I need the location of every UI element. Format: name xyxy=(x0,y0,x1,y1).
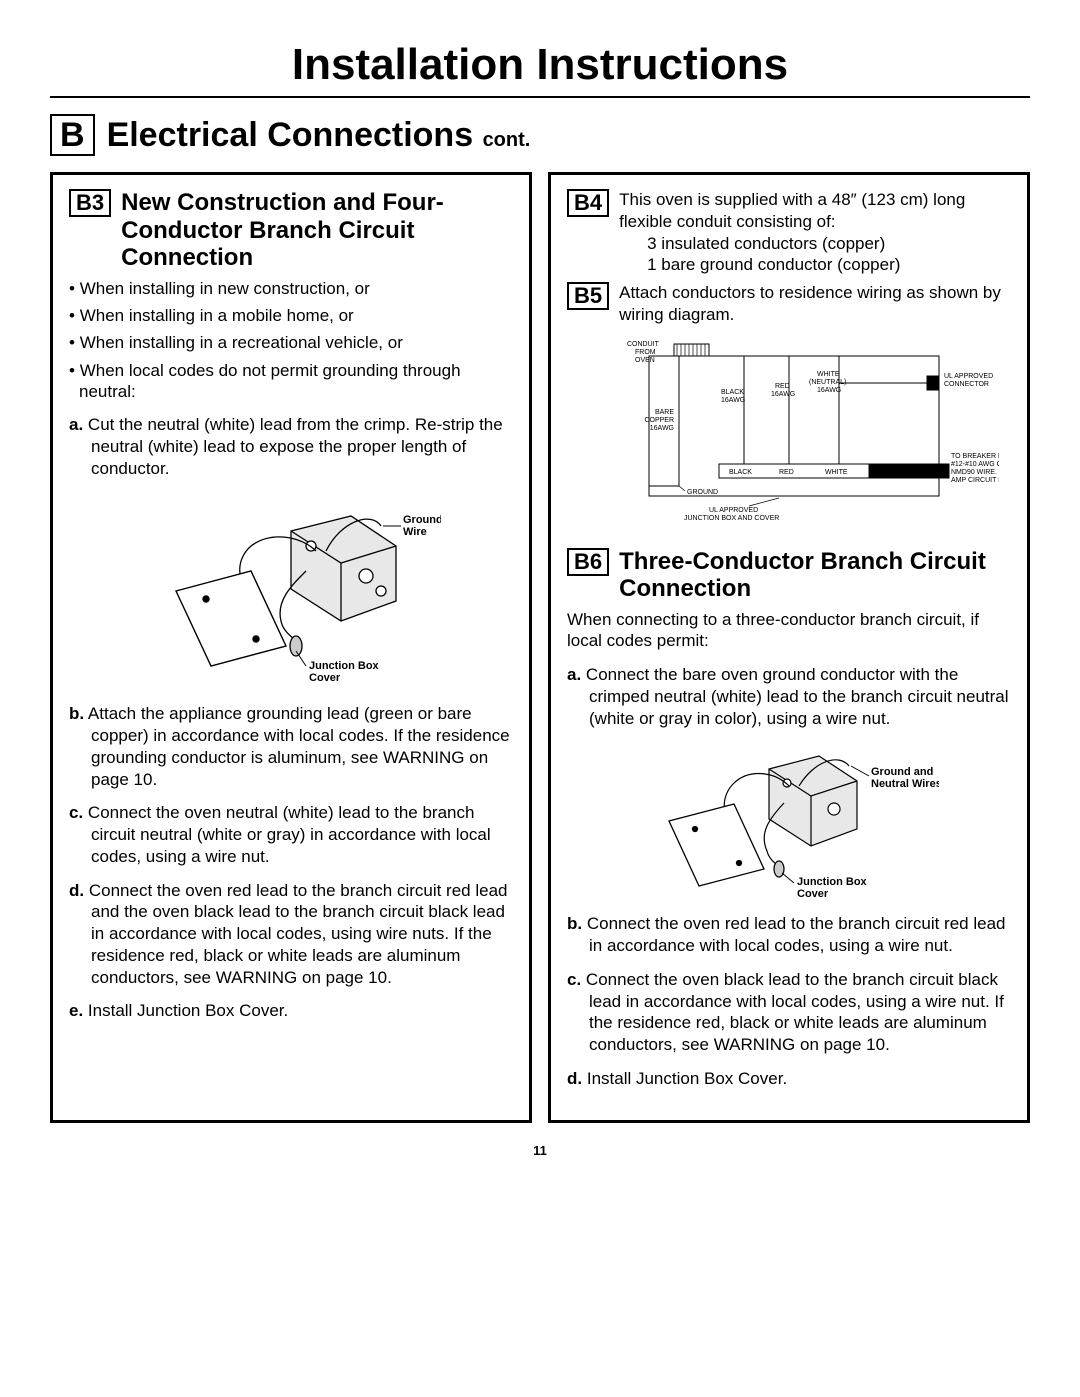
b5-text: Attach conductors to residence wiring as… xyxy=(619,282,1011,326)
b3-steps: a. Cut the neutral (white) lead from the… xyxy=(69,414,513,479)
step-text: Connect the bare oven ground conductor w… xyxy=(586,665,1009,728)
b6-header: B6 Three-Conductor Branch Circuit Connec… xyxy=(567,548,1011,603)
svg-text:RED: RED xyxy=(779,469,794,476)
svg-text:UL APPROVEDJUNCTION BOX AND CO: UL APPROVEDJUNCTION BOX AND COVER xyxy=(684,507,779,522)
svg-text:UL APPROVEDCONNECTOR: UL APPROVEDCONNECTOR xyxy=(944,373,993,388)
panel-b3: B3 New Construction and Four-Conductor B… xyxy=(50,172,532,1123)
b4-sub2: 1 bare ground conductor (copper) xyxy=(647,254,1011,276)
b5-wiring-diagram: CONDUITFROMOVEN BARECOPPER16AWG BLACK16A… xyxy=(567,336,1011,526)
section-title: Electrical Connections cont. xyxy=(107,116,531,155)
svg-text:Junction BoxCover: Junction BoxCover xyxy=(797,876,868,900)
step-text: Cut the neutral (white) lead from the cr… xyxy=(88,415,503,478)
step-text: Connect the oven neutral (white) lead to… xyxy=(88,803,491,866)
svg-text:RED16AWG: RED16AWG xyxy=(771,383,795,398)
b5-label-box: B5 xyxy=(567,282,609,310)
title-rule xyxy=(50,96,1030,98)
svg-text:GROUND: GROUND xyxy=(687,489,718,496)
b4-label-box: B4 xyxy=(567,189,609,217)
step-label: c. xyxy=(567,970,581,989)
section-header: B Electrical Connections cont. xyxy=(50,114,1030,156)
b3-junction-box-figure: GroundWire Junction BoxCover xyxy=(69,491,513,691)
svg-text:BLACK: BLACK xyxy=(729,469,752,476)
svg-text:WHITE: WHITE xyxy=(825,469,848,476)
b3-step: c. Connect the oven neutral (white) lead… xyxy=(69,802,513,867)
step-text: Install Junction Box Cover. xyxy=(587,1069,787,1088)
b6-title: Three-Conductor Branch Circuit Connectio… xyxy=(619,548,1011,603)
svg-text:Junction BoxCover: Junction BoxCover xyxy=(309,660,380,684)
svg-text:WHITE(NEUTRAL)16AWG: WHITE(NEUTRAL)16AWG xyxy=(809,371,846,394)
b3-step: d. Connect the oven red lead to the bran… xyxy=(69,880,513,989)
step-label: c. xyxy=(69,803,83,822)
section-label-box: B xyxy=(50,114,95,156)
page-number: 11 xyxy=(50,1143,1030,1158)
step-label: d. xyxy=(69,881,84,900)
b6-step: c. Connect the oven black lead to the br… xyxy=(567,969,1011,1056)
b6-steps-a: a. Connect the bare oven ground conducto… xyxy=(567,664,1011,729)
step-text: Connect the oven black lead to the branc… xyxy=(586,970,1004,1054)
svg-text:TO BREAKER PANEL#12-#10 AWG CO: TO BREAKER PANEL#12-#10 AWG COPPERNMD90 … xyxy=(951,453,999,484)
step-label: e. xyxy=(69,1001,83,1020)
b6-label-box: B6 xyxy=(567,548,609,576)
step-label: a. xyxy=(567,665,581,684)
b6-step: a. Connect the bare oven ground conducto… xyxy=(567,664,1011,729)
section-title-text: Electrical Connections xyxy=(107,116,474,154)
b3-bullets: When installing in new construction, or … xyxy=(69,278,513,402)
b3-bullet: When local codes do not permit grounding… xyxy=(69,360,513,403)
b3-step: b. Attach the appliance grounding lead (… xyxy=(69,703,513,790)
b3-step: a. Cut the neutral (white) lead from the… xyxy=(69,414,513,479)
b4-lead: This oven is supplied with a 48″ (123 cm… xyxy=(619,189,1011,233)
b3-label-box: B3 xyxy=(69,189,111,217)
step-label: d. xyxy=(567,1069,582,1088)
b4-sub1: 3 insulated conductors (copper) xyxy=(647,233,1011,255)
b6-step: d. Install Junction Box Cover. xyxy=(567,1068,1011,1090)
svg-text:GroundWire: GroundWire xyxy=(403,514,441,538)
section-cont: cont. xyxy=(483,129,531,151)
b6-step: b. Connect the oven red lead to the bran… xyxy=(567,913,1011,957)
b5-block: B5 Attach conductors to residence wiring… xyxy=(567,282,1011,326)
b4-block: B4 This oven is supplied with a 48″ (123… xyxy=(567,189,1011,276)
panel-right: B4 This oven is supplied with a 48″ (123… xyxy=(548,172,1030,1123)
step-text: Install Junction Box Cover. xyxy=(88,1001,288,1020)
b3-step: e. Install Junction Box Cover. xyxy=(69,1000,513,1022)
svg-text:Ground andNeutral Wires: Ground andNeutral Wires xyxy=(871,766,939,790)
b4-body: This oven is supplied with a 48″ (123 cm… xyxy=(619,189,1011,276)
b3-bullet: When installing in a recreational vehicl… xyxy=(69,332,513,353)
b3-header: B3 New Construction and Four-Conductor B… xyxy=(69,189,513,272)
svg-text:CONDUITFROMOVEN: CONDUITFROMOVEN xyxy=(627,341,660,364)
b3-steps-rest: b. Attach the appliance grounding lead (… xyxy=(69,703,513,1022)
step-text: Attach the appliance grounding lead (gre… xyxy=(88,704,510,788)
b6-steps-rest: b. Connect the oven red lead to the bran… xyxy=(567,913,1011,1089)
step-label: b. xyxy=(567,914,582,933)
b6-junction-box-figure: Ground andNeutral Wires Junction BoxCove… xyxy=(567,741,1011,901)
b3-bullet: When installing in a mobile home, or xyxy=(69,305,513,326)
b3-title: New Construction and Four-Conductor Bran… xyxy=(121,189,513,272)
step-text: Connect the oven red lead to the branch … xyxy=(89,881,508,987)
b6-lead: When connecting to a three-conductor bra… xyxy=(567,609,1011,653)
page-title: Installation Instructions xyxy=(50,40,1030,90)
svg-text:BLACK16AWG: BLACK16AWG xyxy=(721,389,745,404)
step-text: Connect the oven red lead to the branch … xyxy=(587,914,1006,955)
step-label: a. xyxy=(69,415,83,434)
columns: B3 New Construction and Four-Conductor B… xyxy=(50,172,1030,1123)
step-label: b. xyxy=(69,704,84,723)
b3-bullet: When installing in new construction, or xyxy=(69,278,513,299)
